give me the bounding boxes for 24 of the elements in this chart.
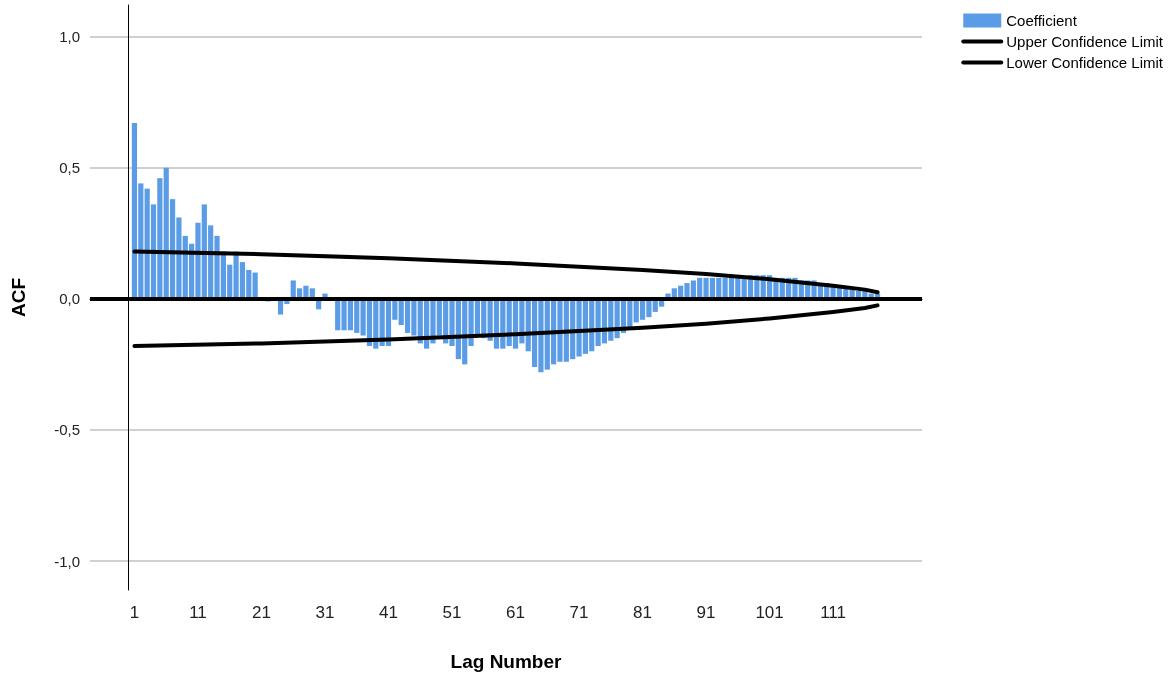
y-tick-label: 0,5 xyxy=(59,159,80,177)
x-axis-title: Lag Number xyxy=(450,651,563,672)
x-tick-label: 91 xyxy=(696,603,716,622)
x-tick-label: 61 xyxy=(506,603,525,622)
line-series xyxy=(132,303,880,349)
x-tick-label: 31 xyxy=(315,603,335,622)
y-tick-label: 0,0 xyxy=(59,290,80,308)
x-tick-label: 111 xyxy=(820,603,847,622)
x-tick-label: 101 xyxy=(755,603,784,622)
line-series xyxy=(132,249,880,295)
legend-label: Lower Confidence Limit xyxy=(1006,54,1164,71)
x-tick-label: 41 xyxy=(379,603,398,622)
legend-label: Coefficient xyxy=(1006,12,1078,29)
y-tick-label: -1,0 xyxy=(54,552,80,570)
legend-label: Upper Confidence Limit xyxy=(1006,33,1164,50)
x-tick-label: 51 xyxy=(442,603,462,622)
x-tick-label: 21 xyxy=(252,603,271,622)
y-tick-label: -0,5 xyxy=(54,421,80,439)
y-tick-label: 1,0 xyxy=(59,27,80,45)
x-tick-label: 81 xyxy=(633,603,653,622)
x-tick-label: 1 xyxy=(129,603,140,622)
x-tick-label: 71 xyxy=(569,603,589,622)
y-axis-title: ACF xyxy=(8,277,29,318)
x-tick-label: 11 xyxy=(189,603,207,622)
